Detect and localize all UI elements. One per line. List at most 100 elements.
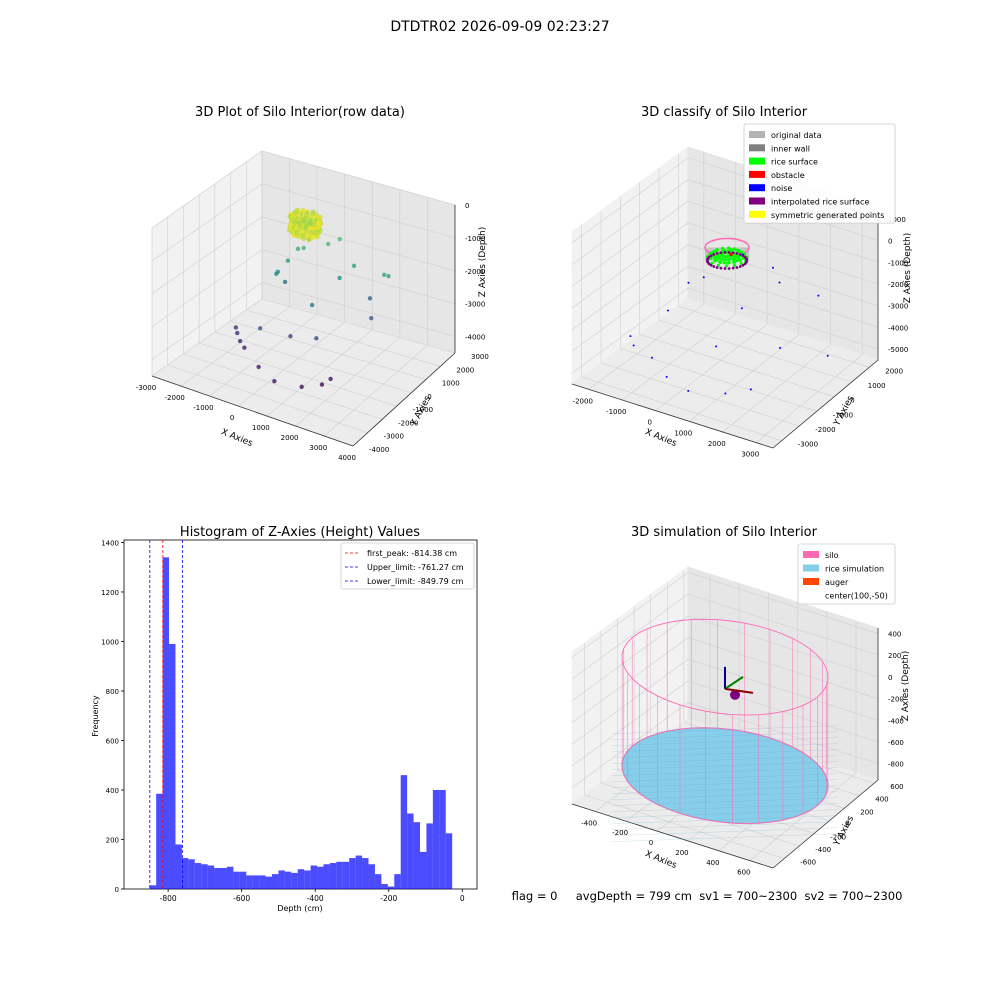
grid-line bbox=[261, 298, 456, 354]
x-tick-label: 3000 bbox=[741, 451, 759, 459]
x-axis-line bbox=[571, 803, 774, 869]
point-rice-surface bbox=[722, 261, 726, 265]
y-tick-label: -3000 bbox=[384, 433, 404, 441]
point bbox=[233, 325, 239, 330]
grid-line bbox=[687, 287, 879, 350]
histogram-bar bbox=[272, 874, 279, 889]
point-noise bbox=[749, 388, 752, 391]
x-tick-label: -2000 bbox=[165, 394, 185, 402]
z-tick-label: 0 bbox=[465, 202, 469, 210]
point-rice-surface bbox=[732, 247, 736, 251]
y-tick-label: 0 bbox=[427, 393, 431, 401]
point bbox=[288, 334, 293, 339]
x-tick-label: 3000 bbox=[309, 444, 327, 452]
point bbox=[274, 271, 279, 277]
point-rice-surface bbox=[718, 260, 722, 264]
grid-line bbox=[261, 150, 456, 206]
point-noise bbox=[687, 281, 690, 284]
point bbox=[328, 376, 333, 382]
legend-box bbox=[340, 542, 475, 590]
x-tick-label: -400 bbox=[581, 819, 597, 827]
x-tick-label: -3000 bbox=[136, 384, 156, 392]
grid-line bbox=[689, 334, 800, 422]
point-interpolated bbox=[719, 251, 723, 255]
histogram-bar bbox=[317, 866, 324, 889]
histogram-bar bbox=[323, 864, 330, 889]
legend-swatch bbox=[749, 157, 765, 165]
legend-label: symmetric generated points bbox=[771, 211, 884, 220]
rice-mesh-line bbox=[612, 815, 838, 824]
z-tick-label: -2000 bbox=[465, 268, 485, 276]
y-tick-label: 0 bbox=[845, 821, 849, 829]
histogram-bar bbox=[169, 643, 176, 889]
point-rice-surface bbox=[735, 258, 739, 263]
grid-line bbox=[722, 344, 831, 433]
histogram-bar bbox=[400, 775, 408, 889]
point-noise bbox=[771, 266, 774, 269]
z-tick-label: -4000 bbox=[888, 324, 908, 332]
point bbox=[272, 379, 277, 384]
point-rice-surface bbox=[732, 260, 737, 264]
z-tick-label: -3000 bbox=[888, 303, 908, 311]
histogram-bar bbox=[149, 885, 157, 889]
y-tick-label: 200 bbox=[106, 836, 119, 844]
point bbox=[242, 345, 247, 350]
x-tick-label: 0 bbox=[230, 414, 234, 422]
y-tick-label: 600 bbox=[106, 737, 119, 745]
point-rice-surface bbox=[737, 248, 741, 253]
point-interpolated bbox=[745, 257, 748, 261]
histogram-bar bbox=[426, 823, 433, 889]
z-tick-label: -1000 bbox=[888, 259, 908, 267]
histogram-bar bbox=[439, 789, 446, 889]
grid-line bbox=[261, 183, 456, 239]
point-interpolated bbox=[715, 252, 719, 255]
y-tick-label: -2000 bbox=[815, 426, 835, 434]
x-tick-label: -600 bbox=[233, 894, 250, 903]
point-noise bbox=[742, 253, 745, 256]
point-rice-surface bbox=[724, 264, 728, 268]
legend-swatch bbox=[803, 551, 819, 558]
grid-line bbox=[151, 183, 263, 262]
legend-label: rice surface bbox=[771, 158, 818, 167]
point-noise bbox=[817, 294, 820, 297]
grid-line bbox=[571, 266, 689, 352]
rice-mesh-line bbox=[612, 791, 838, 800]
y-tick-label: 600 bbox=[890, 783, 903, 791]
grid-line bbox=[655, 324, 768, 411]
grid-line bbox=[687, 572, 879, 634]
histogram-bar bbox=[284, 871, 292, 889]
histogram-bar bbox=[362, 858, 369, 889]
grid-line bbox=[295, 337, 401, 427]
grid-line bbox=[581, 376, 782, 441]
panel-title: 3D classify of Silo Interior bbox=[641, 105, 808, 120]
histogram-bar bbox=[394, 874, 401, 889]
grid-line bbox=[237, 321, 345, 407]
rice-mesh-line bbox=[612, 773, 838, 782]
z-tick-label: 1000 bbox=[888, 216, 906, 224]
point bbox=[258, 326, 263, 331]
grid-line bbox=[756, 354, 863, 443]
x-arrow bbox=[724, 687, 754, 694]
x-tick-label: 400 bbox=[706, 859, 719, 867]
point-rice-surface bbox=[726, 261, 730, 265]
point-rice-surface bbox=[723, 258, 728, 262]
y-tick-label: 0 bbox=[850, 397, 854, 405]
point bbox=[310, 234, 316, 241]
y-axis-line bbox=[772, 359, 879, 449]
y-tick-label: 1400 bbox=[101, 539, 119, 547]
grid-line bbox=[687, 201, 879, 263]
point-rice-surface bbox=[727, 254, 731, 259]
legend-swatch bbox=[749, 170, 765, 178]
point bbox=[285, 258, 291, 263]
panel-simulation: 3D simulation of Silo Interior -400 -200 0… bbox=[570, 525, 911, 877]
point-rice-surface bbox=[732, 263, 737, 268]
z-tick-label: -1000 bbox=[465, 235, 485, 243]
y-arrow bbox=[724, 676, 744, 690]
point bbox=[256, 364, 261, 370]
histogram-bar bbox=[291, 872, 298, 889]
histogram-bar bbox=[252, 875, 260, 889]
point-interpolated bbox=[741, 263, 745, 267]
y-axis-label: Frequency bbox=[91, 695, 100, 737]
point-rice-surface bbox=[724, 255, 728, 259]
histogram-bar bbox=[278, 870, 285, 889]
